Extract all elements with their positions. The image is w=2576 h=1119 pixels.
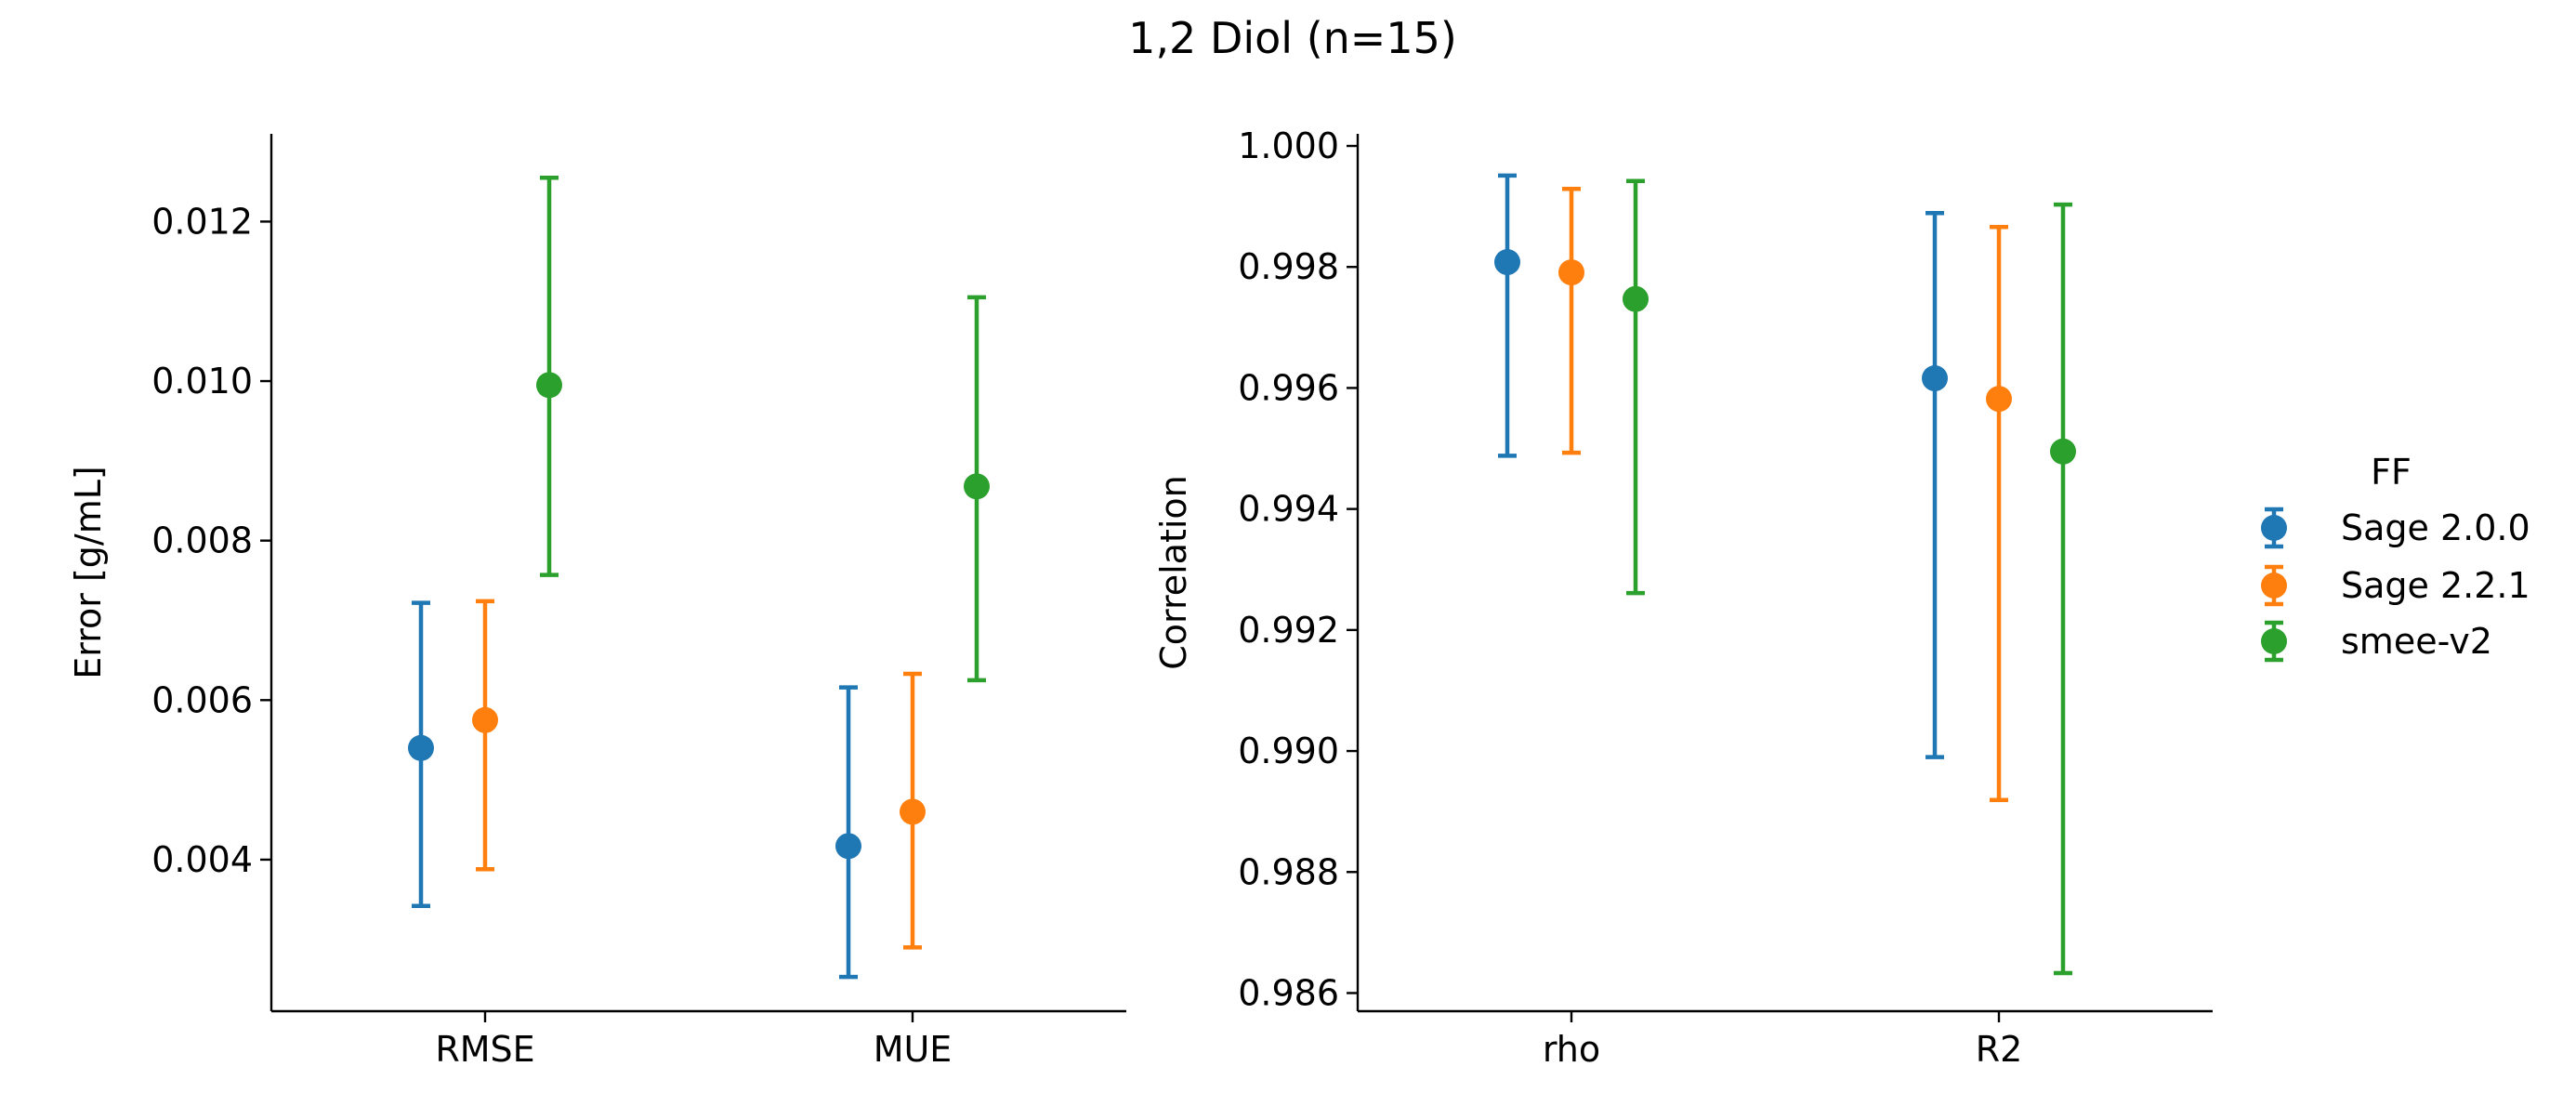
legend-entry-sage-2-2-1: Sage 2.2.1 [2261, 564, 2530, 607]
y-tick-label: 0.988 [1238, 851, 1339, 892]
y-axis-label: Error [g/mL] [68, 466, 109, 678]
y-tick-label: 0.990 [1238, 731, 1339, 771]
series-sage-2-0-0 [1494, 173, 1948, 759]
y-tick-label: 1.000 [1238, 125, 1339, 166]
series-sage-2-2-1 [1558, 186, 2012, 803]
panel-1: 0.004 0.006 0.008 0.010 0.012 RMSE MUE Error [g… [68, 134, 1126, 1070]
y-tick-label: 0.004 [151, 839, 253, 880]
legend-marker [2261, 628, 2287, 654]
legend: FF Sage 2.0.0 Sage 2.2.1 smee-v2 [2261, 452, 2530, 663]
legend-marker [2261, 573, 2287, 599]
y-tick-label: 0.986 [1238, 972, 1339, 1013]
legend-entry-smee-v2: smee-v2 [2261, 620, 2492, 663]
y-axis-label: Correlation [1153, 475, 1194, 670]
x-tick-label-rmse: RMSE [435, 1029, 534, 1070]
y-tick-label: 0.996 [1238, 367, 1339, 408]
data-point [1986, 386, 2012, 413]
data-point [964, 473, 990, 500]
legend-label: smee-v2 [2341, 621, 2492, 662]
data-point [835, 833, 861, 860]
series-sage-2-2-1 [472, 599, 926, 950]
chart-title: 1,2 Diol (n=15) [1128, 13, 1457, 63]
data-point [408, 734, 434, 761]
y-tick-label: 0.992 [1238, 610, 1339, 651]
data-point [1494, 249, 1520, 276]
data-point [472, 706, 498, 733]
series-smee-v2 [536, 175, 990, 683]
series-smee-v2 [1623, 178, 2076, 976]
legend-label: Sage 2.0.0 [2341, 507, 2530, 548]
data-point [2050, 438, 2076, 465]
x-tick-label-mue: MUE [874, 1029, 953, 1070]
x-tick-label-r2: R2 [1976, 1029, 2023, 1070]
y-tick-label: 0.010 [151, 361, 253, 402]
data-point [900, 798, 926, 825]
legend-title: FF [2371, 452, 2412, 493]
y-tick-label: 0.994 [1238, 489, 1339, 530]
y-tick-label: 0.998 [1238, 246, 1339, 287]
legend-label: Sage 2.2.1 [2341, 565, 2530, 606]
legend-marker [2261, 515, 2287, 541]
legend-entry-sage-2-0-0: Sage 2.0.0 [2261, 507, 2530, 549]
series-sage-2-0-0 [408, 600, 861, 980]
data-point [536, 372, 562, 399]
panel-2: 0.986 0.988 0.990 0.992 0.994 0.996 0.998 1.000… [1153, 125, 2213, 1070]
data-point [1922, 365, 1948, 392]
panels-layer: 0.004 0.006 0.008 0.010 0.012 RMSE MUE Error [g… [68, 125, 2213, 1070]
y-tick-label: 0.012 [151, 201, 253, 242]
y-tick-label: 0.006 [151, 679, 253, 720]
data-point [1558, 259, 1584, 286]
x-tick-label-rho: rho [1543, 1029, 1600, 1070]
data-point [1623, 285, 1649, 312]
y-tick-label: 0.008 [151, 520, 253, 561]
